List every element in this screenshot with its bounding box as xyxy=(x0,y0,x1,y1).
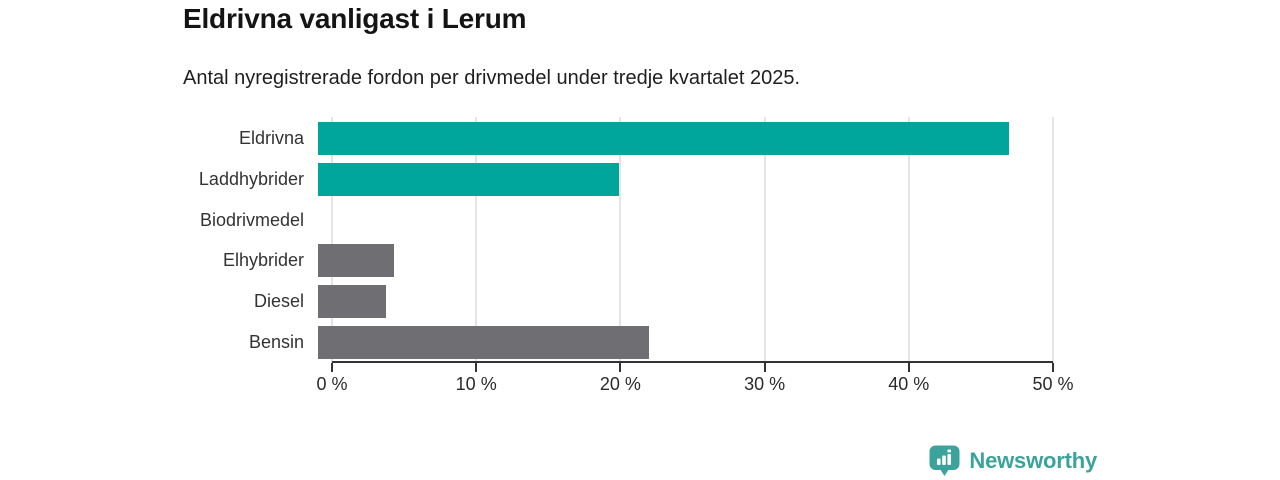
chart-title: Eldrivna vanligast i Lerum xyxy=(183,3,527,34)
bar-track xyxy=(318,162,1053,196)
axis-tick xyxy=(619,363,622,372)
x-axis-ticks xyxy=(331,363,1054,373)
category-label: Eldrivna xyxy=(238,127,304,148)
chart-row: Eldrivna xyxy=(183,118,1053,159)
bar-track xyxy=(318,285,1053,319)
bar-laddhybrider xyxy=(318,162,620,196)
gridlines xyxy=(331,117,1054,363)
x-axis-line xyxy=(332,361,1053,363)
axis-tick xyxy=(1052,363,1054,372)
bar-bensin xyxy=(318,326,649,360)
category-label: Laddhybrider xyxy=(198,168,304,189)
newsworthy-pin-barchart-icon xyxy=(929,445,960,476)
bar-diesel xyxy=(318,285,386,319)
axis-tick-label: 50 % xyxy=(1032,374,1074,394)
chart-subtitle: Antal nyregistrerade fordon per drivmede… xyxy=(183,67,801,89)
category-label: Elhybrider xyxy=(222,250,304,271)
chart-row: Diesel xyxy=(183,281,1053,322)
gridline xyxy=(475,117,478,363)
bar-elhybrider xyxy=(318,244,395,278)
category-label: Diesel xyxy=(253,291,304,312)
axis-tick-label: 20 % xyxy=(599,374,641,394)
axis-tick-label: 10 % xyxy=(455,374,497,394)
chart-row: Bensin xyxy=(183,322,1053,363)
gridline xyxy=(763,117,766,363)
axis-tick-label: 0 % xyxy=(316,374,348,394)
gridline xyxy=(331,117,333,363)
chart-row: Laddhybrider xyxy=(183,159,1053,200)
axis-tick xyxy=(763,363,766,372)
gridline xyxy=(619,117,622,363)
gridline xyxy=(1052,117,1054,363)
bar-track xyxy=(318,121,1053,155)
axis-tick xyxy=(907,363,910,372)
bar-track xyxy=(318,244,1053,278)
bar-chart-rows: Eldrivna Laddhybrider Biodrivmedel Elhybrid… xyxy=(183,118,1053,363)
newsworthy-logo: Newsworthy xyxy=(929,445,1097,477)
chart-row: Biodrivmedel xyxy=(183,200,1053,241)
axis-tick-label: 30 % xyxy=(744,374,786,394)
bar-eldrivna xyxy=(318,121,1009,155)
newsworthy-wordmark: Newsworthy xyxy=(969,448,1097,473)
category-label: Bensin xyxy=(248,332,304,353)
axis-tick xyxy=(475,363,478,372)
category-label: Biodrivmedel xyxy=(199,209,304,230)
axis-tick xyxy=(331,363,333,372)
gridline xyxy=(907,117,910,363)
bar-track xyxy=(318,204,1053,237)
chart-row: Elhybrider xyxy=(183,240,1053,281)
x-axis-tick-labels: 0 % 10 % 20 % 30 % 40 % 50 % xyxy=(316,374,1073,396)
bar-track xyxy=(318,326,1053,360)
axis-tick-label: 40 % xyxy=(888,374,930,394)
